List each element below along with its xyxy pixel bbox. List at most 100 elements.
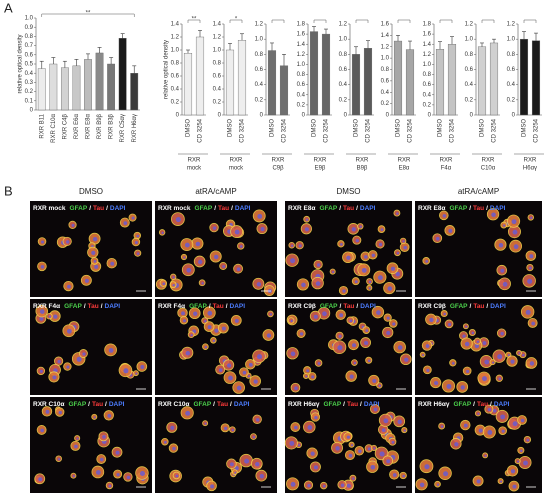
nucleus: [190, 333, 193, 337]
nucleus: [525, 309, 531, 315]
x-tick-label: CD 3254: [240, 118, 246, 142]
nucleus: [482, 341, 487, 345]
bar: [267, 50, 277, 116]
nucleus: [425, 259, 429, 263]
y-tick-label: 0: [302, 113, 306, 119]
nucleus: [373, 407, 378, 412]
nucleus: [257, 213, 263, 219]
nucleus: [212, 339, 216, 342]
image-label-part: DAPI: [230, 303, 246, 310]
image-label: RXR C10α GFAP / Tau / DAPI: [158, 401, 250, 408]
nucleus: [185, 410, 191, 416]
significance-bracket: [439, 19, 453, 23]
y-tick-label: 0.1: [25, 98, 34, 104]
nucleus: [365, 329, 369, 332]
nucleus: [298, 244, 302, 248]
image-label-part: Tau: [92, 401, 103, 408]
nucleus: [396, 251, 400, 255]
image-label-part: RXR C9β: [418, 303, 446, 310]
nucleus: [501, 429, 505, 433]
significance-bracket: [271, 19, 285, 23]
group-label: RXR: [482, 158, 495, 164]
x-tick-label: DMSO: [312, 119, 318, 137]
nucleus: [386, 330, 391, 336]
nucleus: [66, 328, 72, 334]
nucleus: [204, 346, 208, 349]
nucleus: [448, 228, 453, 233]
x-tick-label: RXR B3β: [109, 113, 115, 139]
micrograph: RXR C9β GFAP / Tau / DAPI: [285, 299, 412, 395]
image-label-part: DAPI: [105, 303, 121, 310]
group-label: mock: [229, 166, 244, 172]
column-header: DMSO: [79, 187, 103, 196]
nucleus: [500, 268, 505, 273]
nucleus: [305, 375, 308, 378]
y-tick-label: 0.8: [213, 61, 222, 67]
nucleus: [477, 412, 480, 415]
y-tick-label: 1.6: [423, 32, 432, 38]
nucleus: [530, 216, 533, 220]
y-tick-label: 1.4: [171, 22, 180, 28]
nucleus: [94, 264, 99, 269]
x-tick-label: RXR B11: [39, 113, 45, 138]
nucleus: [322, 311, 327, 317]
nucleus: [71, 223, 75, 227]
nucleus: [364, 255, 368, 259]
image-label-part: /: [360, 401, 362, 408]
y-tick-label: 0.8: [339, 52, 348, 58]
nucleus: [522, 353, 525, 357]
nucleus: [460, 385, 465, 390]
nucleus: [311, 375, 315, 379]
y-tick-label: 0.4: [171, 87, 180, 93]
nucleus: [510, 359, 515, 364]
panel-label: B: [4, 183, 13, 198]
nucleus: [503, 224, 506, 227]
nucleus: [131, 216, 135, 220]
x-tick-label: CD 3254: [366, 118, 372, 142]
nucleus: [436, 236, 440, 241]
image-label: RXR H6αγ GFAP / Tau / DAPI: [288, 401, 380, 408]
bar: [95, 52, 104, 111]
group-label: RXR: [524, 158, 537, 164]
nucleus: [259, 473, 265, 479]
nucleus: [523, 460, 528, 466]
nucleus: [213, 254, 219, 260]
y-tick-label: 1.0: [297, 62, 306, 68]
nucleus: [471, 331, 475, 335]
nucleus: [236, 267, 241, 271]
nucleus: [397, 419, 402, 424]
nucleus: [492, 361, 495, 364]
nucleus: [387, 286, 393, 291]
nucleus: [175, 474, 179, 478]
group-label: C9β: [272, 166, 284, 172]
image-label-part: /: [84, 303, 86, 310]
nucleus: [529, 254, 534, 259]
nucleus: [342, 289, 346, 293]
nucleus: [492, 408, 497, 413]
image-label-part: GFAP: [193, 401, 211, 408]
bar: [60, 67, 69, 111]
nucleus: [367, 447, 371, 451]
image-label-part: RXR mock: [33, 205, 66, 212]
nucleus: [426, 368, 430, 372]
nucleus: [368, 280, 372, 284]
y-tick-label: 0.6: [171, 74, 180, 80]
nucleus: [210, 484, 215, 489]
y-tick-label: 0: [344, 113, 348, 119]
nucleus: [139, 470, 145, 477]
column-header: atRA/cAMP: [195, 187, 236, 196]
nucleus: [299, 332, 304, 336]
micrograph: RXR H6αγ GFAP / Tau / DAPI: [284, 397, 412, 493]
nucleus: [53, 314, 58, 319]
y-tick-label: 0.2: [381, 101, 390, 107]
significance-bracket: [229, 19, 243, 23]
micrograph: RXR C9β GFAP / Tau / DAPI: [415, 299, 542, 395]
bar: [363, 48, 373, 116]
image-label: RXR mock GFAP / Tau / DAPI: [33, 205, 126, 212]
nucleus: [269, 313, 273, 316]
nucleus: [510, 469, 516, 474]
nucleus: [197, 259, 203, 265]
x-tick-label: RXR E8α: [86, 113, 92, 139]
y-tick-label: 1.8: [297, 22, 306, 28]
y-tick-label: 0.6: [25, 52, 34, 58]
